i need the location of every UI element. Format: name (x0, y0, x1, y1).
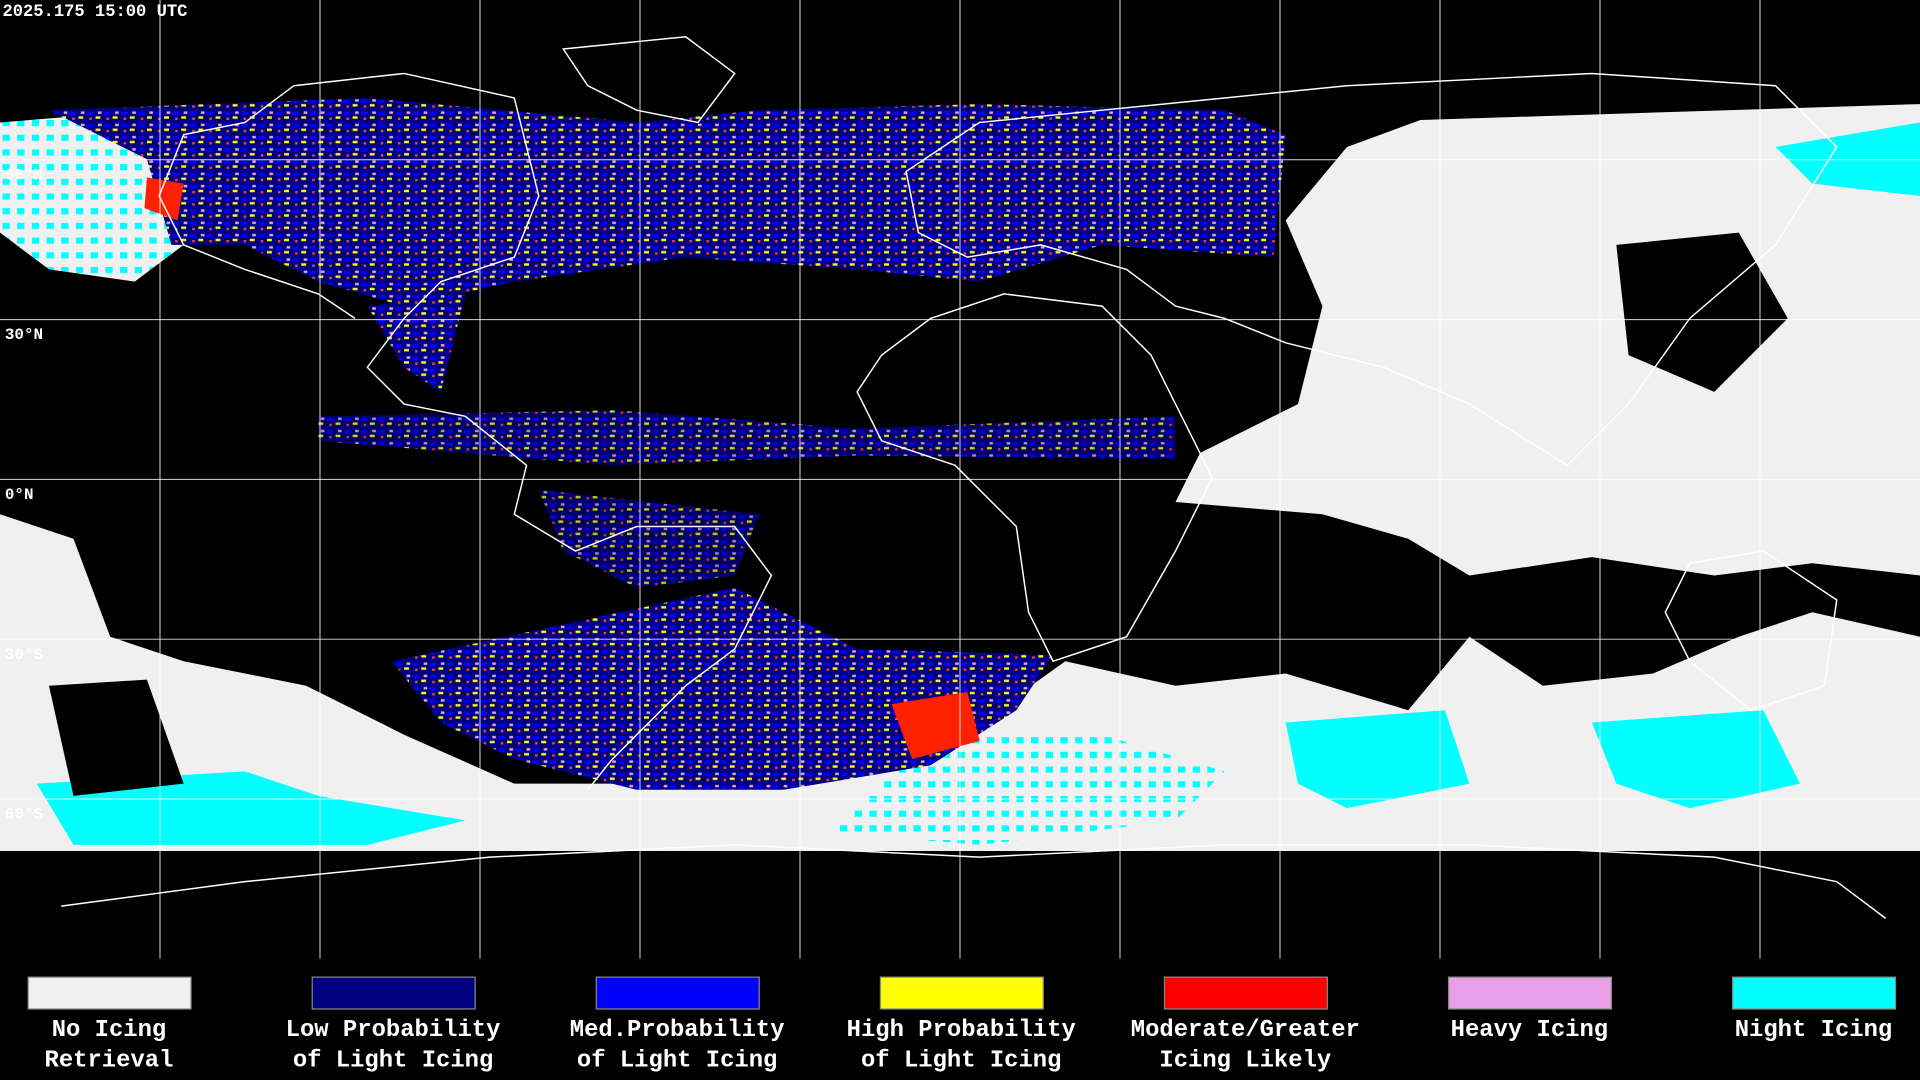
legend-label: No Icing (52, 1017, 167, 1044)
legend-label: High Probability (847, 1017, 1076, 1044)
latitude-label: 60°S (5, 806, 44, 824)
graticule: 60°N 30°N 0°N 30°S 60°S (0, 0, 1920, 959)
legend: No Icing Retrieval Low Probability of Light… (27, 976, 1897, 1075)
legend-swatch (311, 976, 476, 1010)
legend-label: of Light Icing (577, 1048, 777, 1075)
latitude-label: 0°N (5, 486, 34, 504)
latitude-label: 30°N (5, 326, 43, 344)
legend-label: Retrieval (45, 1048, 174, 1075)
legend-label: of Light Icing (293, 1048, 493, 1075)
legend-swatch (1447, 976, 1613, 1010)
timestamp: 2025.175 15:00 UTC (2, 3, 187, 22)
legend-label: Moderate/Greater (1131, 1017, 1360, 1044)
legend-label: of Light Icing (861, 1048, 1061, 1075)
legend-label: Heavy Icing (1451, 1017, 1609, 1044)
legend-label: Icing Likely (1159, 1048, 1331, 1075)
icing-fields (48, 97, 1286, 790)
legend-label: Med.Probability (570, 1017, 785, 1044)
coastlines (61, 35, 1887, 919)
legend-swatch (27, 976, 192, 1010)
legend-swatch (1732, 976, 1897, 1010)
legend-label: Low Probability (286, 1017, 501, 1044)
latitude-label: 60°N (5, 166, 43, 184)
legend-swatch (879, 976, 1044, 1010)
legend-label: Night Icing (1735, 1017, 1893, 1044)
legend-swatch (595, 976, 760, 1010)
legend-swatch (1163, 976, 1328, 1010)
latitude-label: 30°S (5, 646, 44, 664)
